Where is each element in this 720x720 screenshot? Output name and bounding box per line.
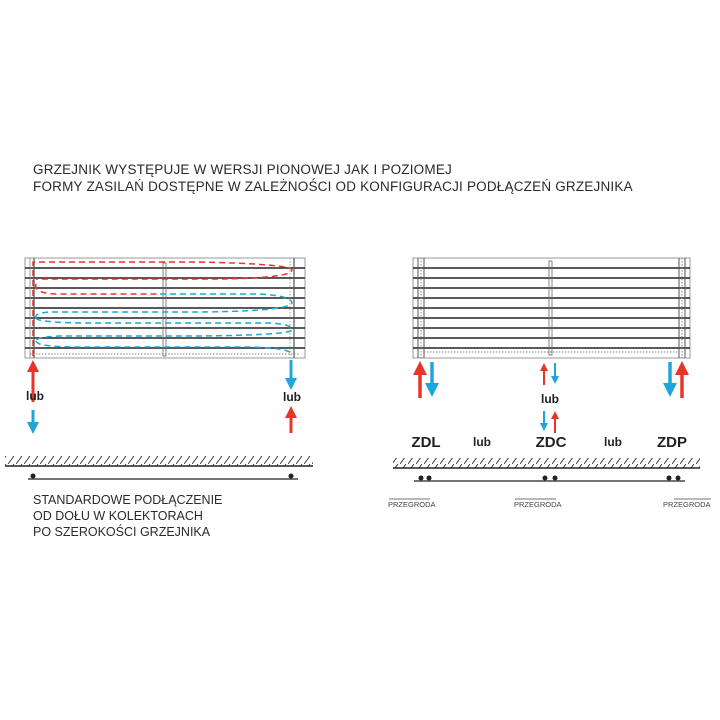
label-zdl: ZDL (411, 434, 440, 451)
header-line-2: FORMY ZASILAŃ DOSTĘPNE W ZALEŻNOŚCI OD K… (33, 179, 633, 194)
left-radiator (24, 257, 306, 359)
or-label: lub (604, 435, 622, 449)
floor-right (393, 458, 700, 482)
partition-label: PRZEGRODA (514, 500, 562, 509)
or-label: lub (473, 435, 491, 449)
caption-line-1: STANDARDOWE PODŁĄCZENIE (33, 493, 223, 507)
label-zdc: ZDC (536, 434, 567, 451)
or-label: lub (541, 392, 559, 406)
caption-line-3: PO SZEROKOŚCI GRZEJNIKA (33, 525, 211, 539)
label-zdp: ZDP (657, 434, 687, 451)
or-label: lub (283, 390, 301, 404)
header-line-1: GRZEJNIK WYSTĘPUJE W WERSJI PIONOWEJ JAK… (33, 162, 452, 177)
or-label: lub (26, 389, 44, 403)
partition-labels: PRZEGRODA PRZEGRODA PRZEGRODA (388, 498, 711, 509)
partition-label: PRZEGRODA (388, 500, 436, 509)
partition-label: PRZEGRODA (663, 500, 711, 509)
right-radiator (412, 257, 691, 359)
floor-left (5, 456, 313, 480)
caption-line-2: OD DOŁU W KOLEKTORACH (33, 509, 203, 523)
flow-path (32, 261, 293, 356)
